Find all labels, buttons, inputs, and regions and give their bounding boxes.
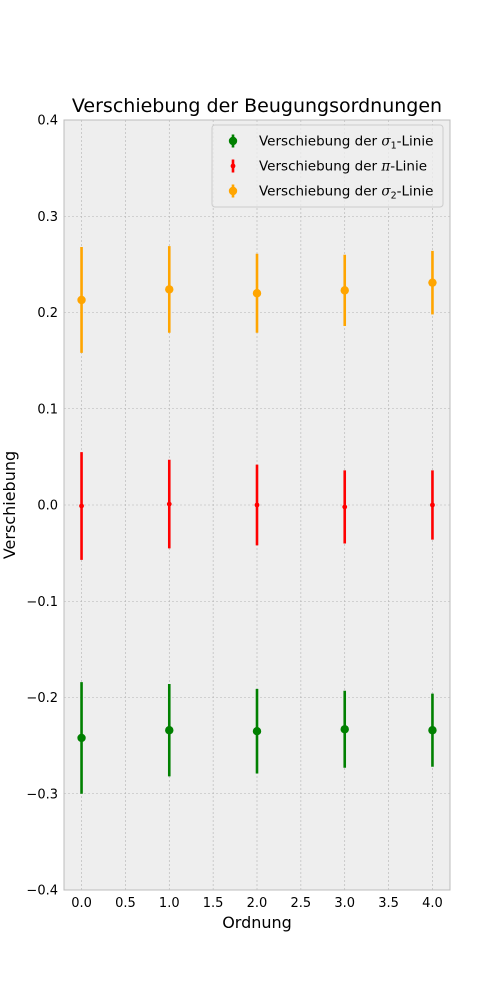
- legend: Verschiebung der σ1-Linie Verschiebung de…: [211, 124, 444, 208]
- data-point: [254, 502, 260, 508]
- legend-marker: [228, 136, 238, 146]
- data-point: [430, 502, 435, 508]
- x-tick-label: 3.5: [378, 896, 399, 911]
- y-tick-label: 0.4: [37, 114, 58, 129]
- data-point: [252, 726, 262, 736]
- data-point: [342, 504, 348, 510]
- legend-box: [211, 124, 444, 208]
- y-tick-label: −0.4: [26, 884, 58, 899]
- legend-marker: [228, 186, 238, 196]
- legend-label: Verschiebung der σ1-Linie: [259, 134, 433, 152]
- data-point: [77, 295, 86, 305]
- data-point: [428, 278, 437, 287]
- data-point: [77, 733, 86, 743]
- y-axis: −0.4 −0.3 −0.2 −0.1 0.0 0.1 0.2 0.3 0.4: [26, 114, 58, 899]
- data-point: [252, 289, 262, 298]
- y-axis-label: Verschiebung: [0, 451, 19, 559]
- x-tick-label: 0.0: [71, 896, 92, 911]
- series-2: [77, 246, 437, 353]
- legend-marker: [230, 163, 236, 169]
- legend-label: Verschiebung der σ2-Linie: [259, 184, 433, 202]
- x-tick-label: 2.5: [291, 896, 312, 911]
- x-tick-label: 1.0: [159, 896, 180, 911]
- data-point: [165, 285, 174, 294]
- data-point: [166, 501, 172, 507]
- series-0: [77, 682, 437, 794]
- data-point: [428, 726, 437, 735]
- data-point: [340, 286, 349, 295]
- y-tick-label: 0.2: [37, 306, 58, 321]
- data-series: [77, 246, 437, 794]
- chart-title: Verschiebung der Beugungsordnungen: [72, 95, 442, 117]
- y-tick-label: −0.1: [26, 595, 58, 610]
- x-tick-label: 4.0: [422, 896, 443, 911]
- x-tick-label: 0.5: [115, 896, 136, 911]
- x-axis: 0.0 0.5 1.0 1.5 2.0 2.5 3.0 3.5 4.0: [71, 896, 443, 911]
- y-tick-label: −0.3: [26, 787, 58, 802]
- y-tick-label: 0.1: [37, 402, 58, 417]
- data-point: [340, 725, 349, 734]
- y-tick-label: 0.0: [37, 499, 58, 514]
- legend-label: Verschiebung der π-Linie: [259, 159, 427, 175]
- x-tick-label: 3.0: [334, 896, 355, 911]
- x-tick-label: 2.0: [247, 896, 268, 911]
- x-tick-label: 1.5: [203, 896, 224, 911]
- x-axis-label: Ordnung: [222, 913, 292, 932]
- series-1: [79, 452, 435, 560]
- y-tick-label: 0.3: [37, 210, 58, 225]
- plot-frame: [63, 119, 451, 891]
- y-tick-label: −0.2: [26, 691, 58, 706]
- data-point: [79, 503, 84, 509]
- data-point: [165, 726, 174, 735]
